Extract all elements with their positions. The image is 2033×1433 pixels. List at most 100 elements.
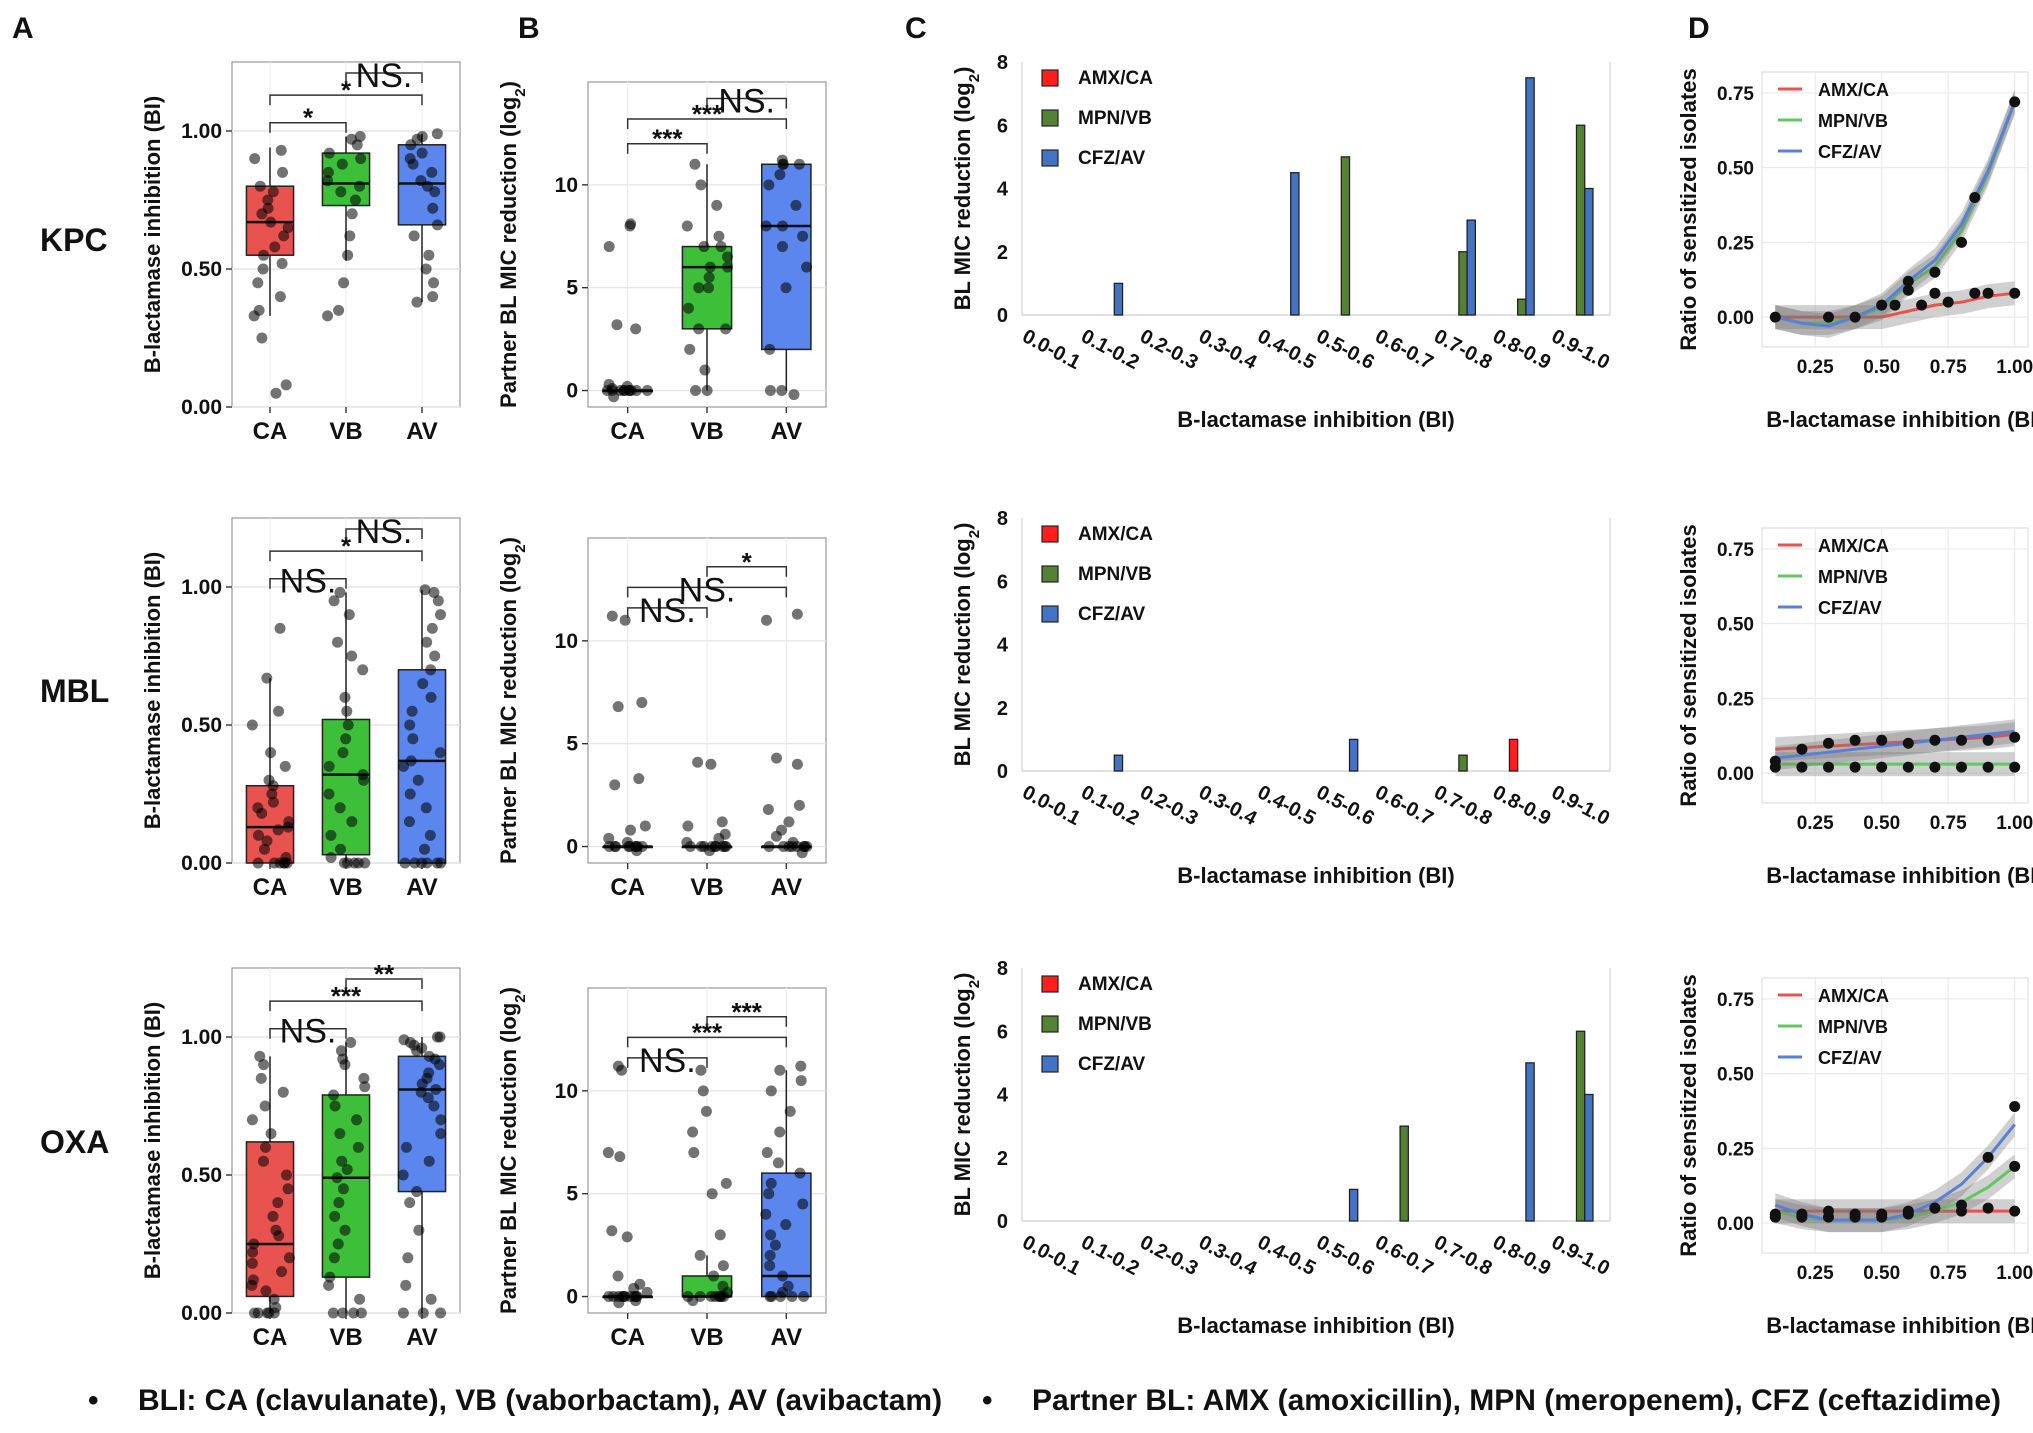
- bar-mpn-vb: [1517, 298, 1527, 316]
- x-tick-label: 0.1-0.2: [1077, 325, 1142, 374]
- data-point: [614, 1151, 626, 1163]
- x-tick-label: AV: [406, 1324, 438, 1351]
- data-point: [336, 158, 348, 170]
- data-point: [253, 304, 265, 316]
- data-point: [695, 1064, 707, 1076]
- data-point: [417, 1307, 429, 1319]
- data-point: [612, 701, 624, 713]
- data-point: [1929, 1202, 1941, 1214]
- data-point: [423, 249, 435, 261]
- data-point: [332, 636, 344, 648]
- x-tick-label: 0.75: [1930, 813, 1967, 834]
- x-tick-label: 0.9-1.0: [1548, 1231, 1613, 1280]
- data-point: [639, 820, 651, 832]
- data-point: [335, 1045, 347, 1057]
- data-point: [258, 249, 270, 261]
- data-point: [323, 788, 335, 800]
- x-tick-label: 0.25: [1797, 813, 1834, 834]
- panel-letter-b: B: [518, 12, 540, 45]
- legend-label: AMX/CA: [1078, 524, 1153, 545]
- data-point: [693, 282, 705, 294]
- y-tick-label: 10: [555, 174, 578, 197]
- data-point: [419, 584, 431, 596]
- data-point: [273, 705, 285, 717]
- data-point: [699, 364, 711, 376]
- y-tick-label: 0.00: [181, 852, 222, 875]
- data-point: [435, 1114, 447, 1126]
- data-point: [1956, 761, 1967, 773]
- fit-line-amx-ca: [1775, 291, 2015, 319]
- data-point: [774, 169, 786, 181]
- data-point: [357, 769, 369, 781]
- legend-label: CFZ/AV: [1078, 604, 1146, 625]
- y-tick-label: 0.25: [1717, 689, 1754, 710]
- data-point: [765, 1229, 777, 1241]
- x-tick-label: 0.7-0.8: [1430, 325, 1495, 374]
- bar-cfz-av: [1348, 1188, 1359, 1222]
- data-point: [717, 1280, 729, 1292]
- data-point: [603, 832, 615, 844]
- x-tick-label: 0.25: [1797, 1263, 1834, 1284]
- y-tick-label: 0: [997, 1211, 1008, 1233]
- data-point: [283, 1252, 295, 1264]
- box-av: [760, 163, 812, 351]
- data-point: [344, 230, 356, 242]
- data-point: [333, 304, 345, 316]
- data-point: [277, 166, 289, 178]
- y-axis-label: Ratio of sensitized isolates: [1676, 68, 1701, 350]
- data-point: [690, 385, 702, 397]
- data-point: [260, 1285, 272, 1297]
- y-axis-label: BL MIC reduction (log2): [950, 973, 983, 1217]
- data-point: [704, 845, 716, 857]
- data-point: [327, 1307, 339, 1319]
- data-point: [760, 220, 772, 232]
- data-point: [262, 202, 274, 214]
- legend-label: AMX/CA: [1818, 80, 1889, 100]
- data-point: [764, 1291, 776, 1303]
- x-tick-label: 0.9-1.0: [1548, 325, 1613, 374]
- bullet-icon: •: [982, 1384, 993, 1417]
- data-point: [765, 1177, 777, 1189]
- significance-bracket: [269, 121, 347, 133]
- legend-label: AMX/CA: [1818, 986, 1889, 1006]
- y-axis-label: Partner BL MIC reduction (log2): [496, 81, 529, 408]
- data-point: [268, 1293, 280, 1305]
- data-point: [265, 1128, 277, 1140]
- data-point: [255, 1072, 267, 1084]
- legend-swatch: [1041, 1015, 1059, 1033]
- x-tick-label: 0.5-0.6: [1313, 1231, 1378, 1280]
- data-point: [345, 1037, 357, 1049]
- significance-bracket: [345, 528, 423, 540]
- data-point: [282, 1183, 294, 1195]
- data-point: [420, 263, 432, 275]
- legend-swatch: [1041, 1055, 1059, 1073]
- significance-bracket: [269, 577, 347, 589]
- data-point: [603, 241, 615, 253]
- bar-cfz-av: [1525, 1062, 1535, 1222]
- legend-swatch: [1041, 525, 1059, 543]
- data-point: [1969, 287, 1981, 299]
- data-point: [1796, 1211, 1808, 1223]
- data-point: [430, 1083, 442, 1095]
- data-point: [793, 158, 805, 170]
- data-point: [771, 752, 783, 764]
- data-point: [1849, 761, 1861, 773]
- legend-label: CFZ/AV: [1818, 142, 1882, 162]
- data-point: [421, 636, 433, 648]
- data-point: [1916, 299, 1928, 311]
- data-point: [403, 816, 415, 828]
- x-tick-label: VB: [690, 418, 723, 445]
- x-tick-label: 0.5-0.6: [1313, 325, 1378, 374]
- data-point: [409, 857, 421, 869]
- data-point: [687, 1295, 699, 1307]
- data-point: [246, 719, 258, 731]
- data-point: [774, 1064, 786, 1076]
- legend-label: AMX/CA: [1078, 68, 1153, 89]
- x-tick-label: AV: [771, 1324, 803, 1351]
- data-point: [793, 799, 805, 811]
- data-point: [791, 758, 803, 770]
- x-axis-label: B-lactamase inhibition (BI): [1766, 863, 2033, 888]
- data-point: [276, 257, 288, 269]
- data-point: [260, 1141, 272, 1153]
- data-point: [404, 153, 416, 165]
